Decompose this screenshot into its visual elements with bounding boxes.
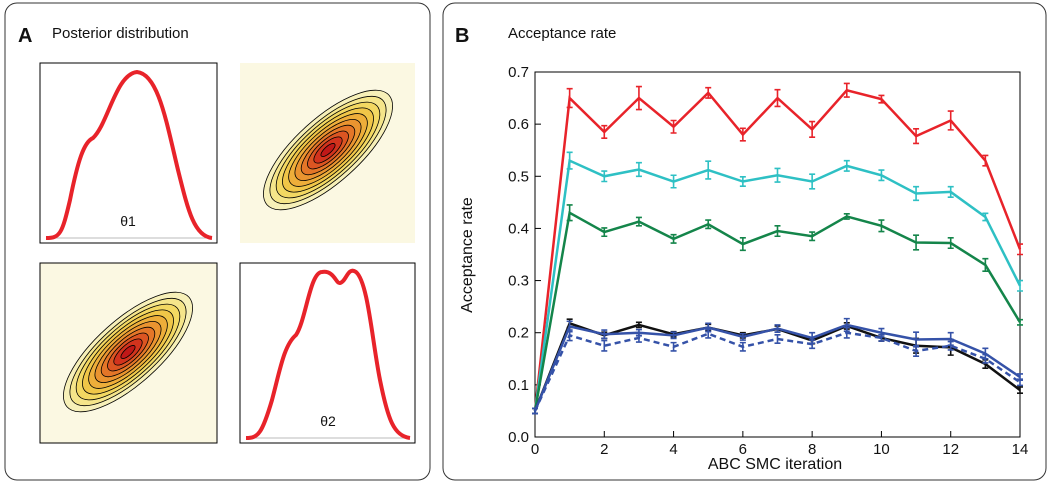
error-bar [843,82,850,98]
y-tick-label: 0.0 [508,429,529,446]
density-curve [45,69,213,240]
y-tick-label: 0.3 [508,273,529,290]
error-bar [739,341,746,352]
error-bar [670,233,677,244]
error-bar [843,326,850,339]
error-bar [670,341,677,352]
error-bar [739,332,746,341]
panel-label: A [18,25,32,47]
error-bar [601,339,608,352]
error-bar [947,110,954,131]
error-bar [947,340,954,351]
x-axis-label: ABC SMC iteration [708,456,842,473]
error-bar [878,334,885,342]
x-tick-label: 0 [531,441,539,458]
error-bar [635,85,642,111]
error-bar [670,174,677,189]
x-tick-label: 6 [739,441,747,458]
density-frame [39,62,218,244]
error-bar [878,94,885,104]
error-bar [670,119,677,134]
error-bar [913,344,920,357]
error-bar [913,185,920,202]
y-axis-label: Acceptance rate [459,197,476,313]
error-bar [601,329,608,340]
x-tick-label: 12 [942,441,959,458]
parameter-label: θ2 [320,413,336,429]
error-bar [635,216,642,227]
error-bar [878,169,885,182]
error-bar [982,212,989,222]
error-bar [566,87,573,109]
x-tick-label: 2 [600,441,608,458]
error-bar [1017,243,1023,256]
error-bar [982,154,989,167]
x-tick-label: 10 [873,441,890,458]
chart-title: Acceptance rate [508,25,616,42]
error-bar [774,88,781,108]
y-tick-label: 0.6 [508,116,529,133]
error-bar [739,237,746,252]
error-bar [913,128,920,145]
error-bar [635,161,642,178]
error-bar [774,225,781,238]
parameter-label: θ1 [120,213,136,229]
error-bar [705,219,712,230]
error-bar [982,257,989,272]
error-bar [809,173,816,190]
error-bar [947,185,954,198]
error-bar [843,159,850,172]
error-bar [705,160,712,180]
error-bar [739,127,746,142]
y-tick-label: 0.1 [508,377,529,394]
error-bar [878,219,885,233]
error-bar [601,170,608,183]
y-tick-label: 0.5 [508,168,529,185]
error-bar [670,331,677,340]
error-bar [913,234,920,251]
contour-plot [263,89,393,211]
error-bar [774,334,781,344]
error-bar [843,213,850,220]
error-bar [809,231,816,242]
error-bar [705,328,712,339]
error-bar [705,86,712,99]
error-bar [774,167,781,183]
error-bar [566,329,573,342]
error-bar [635,332,642,343]
error-bar [601,227,608,238]
y-tick-label: 0.4 [508,220,529,237]
error-bar [532,407,538,415]
error-bar [947,237,954,250]
error-bar [1017,378,1023,387]
contour-plot [63,291,193,413]
error-bar [635,321,642,329]
x-tick-label: 4 [669,441,677,458]
x-tick-label: 14 [1012,441,1029,458]
error-bar [739,176,746,187]
error-bar [809,120,816,138]
panel-title: Posterior distribution [52,25,189,42]
error-bar [774,324,781,333]
error-bar [566,204,573,222]
panel-label: B [455,25,469,47]
error-bar [982,353,989,364]
y-tick-label: 0.2 [508,325,529,342]
x-tick-label: 8 [808,441,816,458]
error-bar [1017,386,1023,394]
error-bar [809,339,816,350]
error-bar [566,151,573,170]
density-curve [245,268,411,440]
y-tick-label: 0.7 [508,64,529,81]
error-bar [601,124,608,140]
error-bar [1017,318,1023,326]
error-bar [1017,279,1023,292]
